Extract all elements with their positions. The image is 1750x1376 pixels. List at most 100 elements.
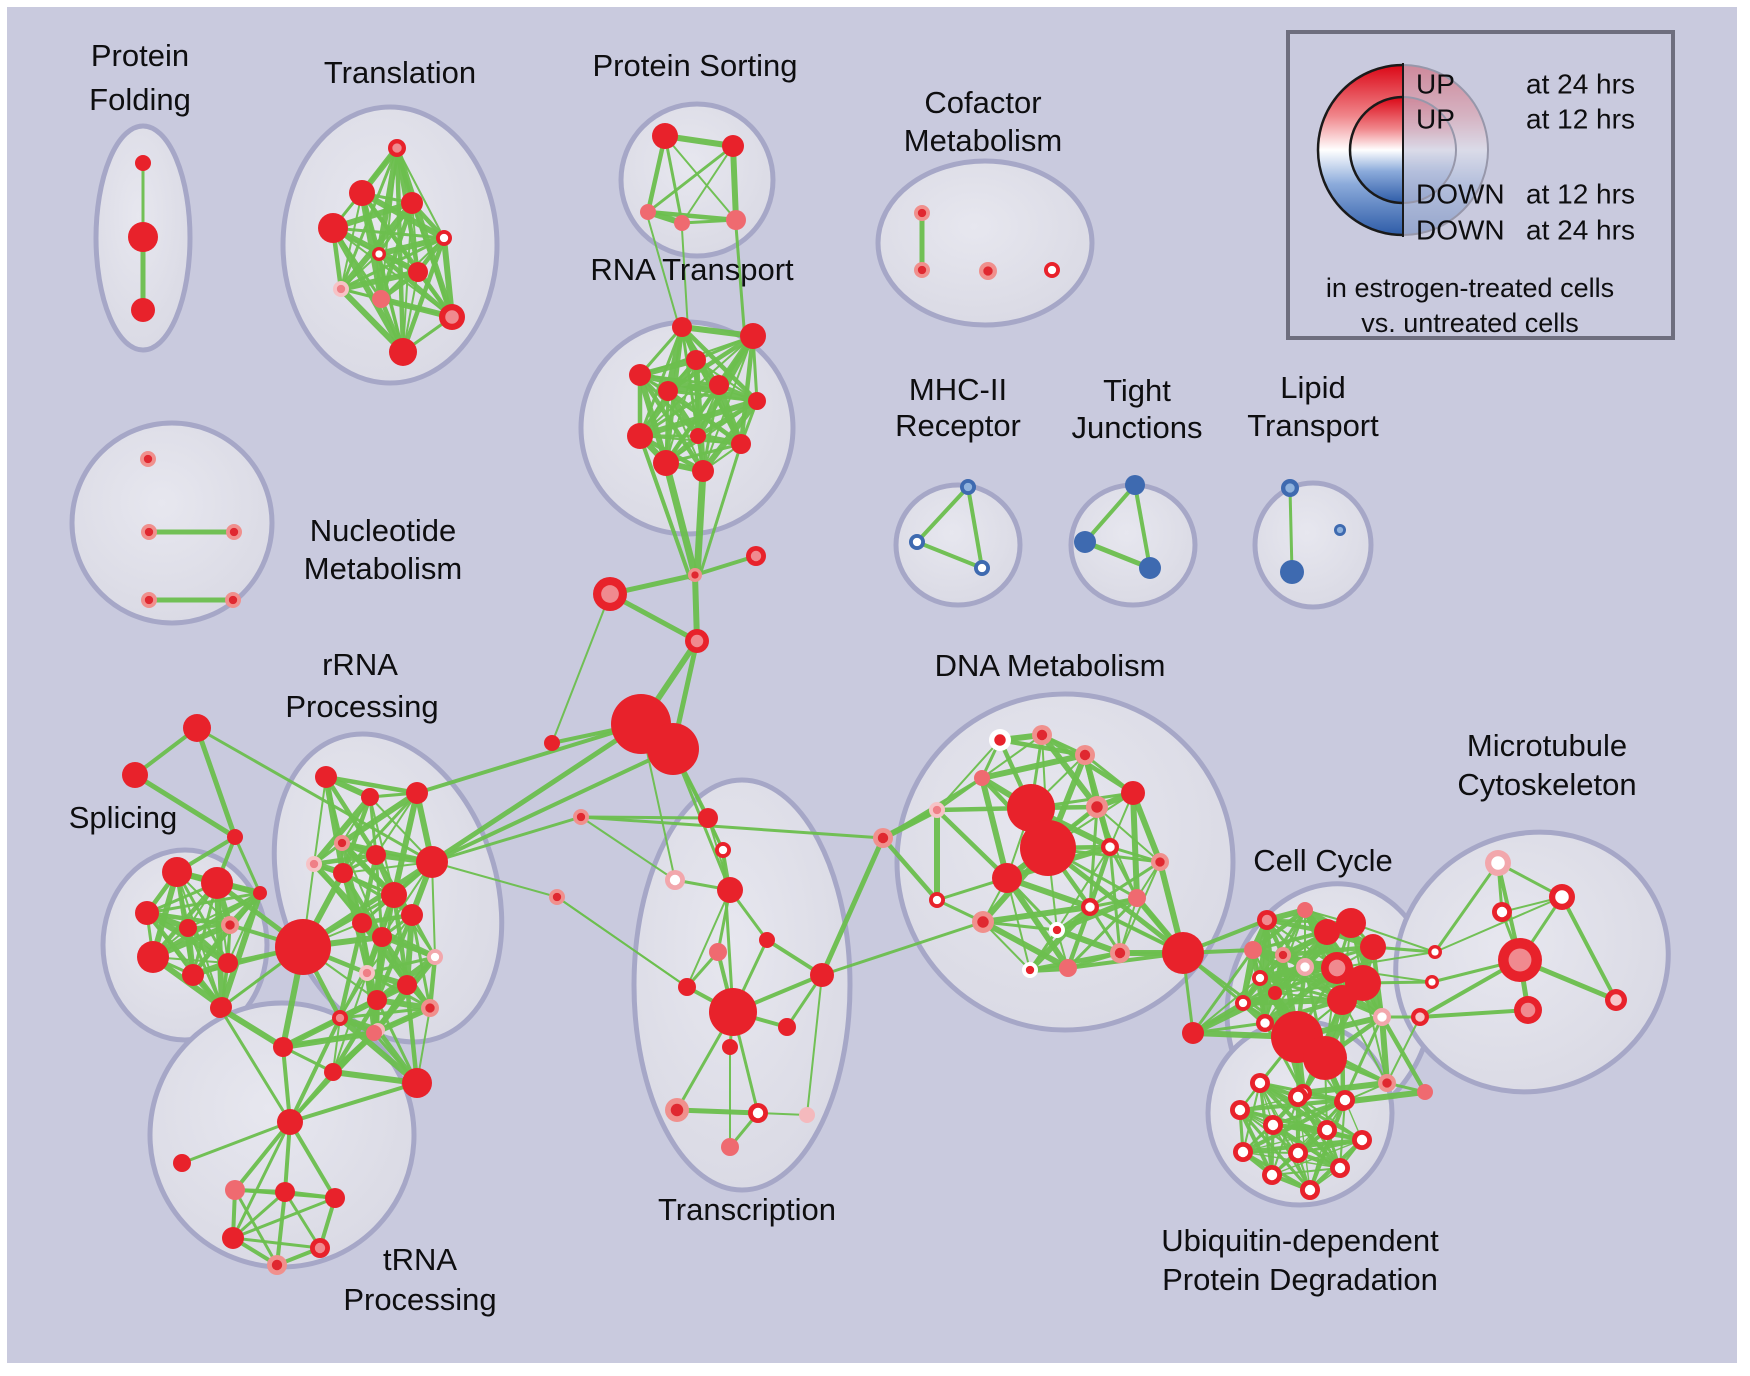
node-transcription-4[interactable] <box>549 889 565 905</box>
node-central-hub-4[interactable] <box>544 735 560 751</box>
node-rna-transport-1[interactable] <box>740 323 766 349</box>
node-rrna-processing-8[interactable] <box>352 913 372 933</box>
node-cell-cycle-19[interactable] <box>1378 1074 1396 1092</box>
node-microtubule-cytoskeleton-1[interactable] <box>1549 884 1575 910</box>
node-ubiquitin-degradation-2[interactable] <box>1335 1090 1355 1110</box>
node-rrna-processing-20[interactable] <box>210 998 230 1018</box>
node-transcription-11[interactable] <box>778 1018 796 1036</box>
node-translation-6[interactable] <box>408 262 428 282</box>
node-dna-metabolism-1[interactable] <box>1032 725 1052 745</box>
node-translation-1[interactable] <box>349 180 375 206</box>
node-splicing-triangle-0[interactable] <box>183 714 211 742</box>
node-trna-processing-4[interactable] <box>325 1188 345 1208</box>
node-cell-cycle-17[interactable] <box>1327 985 1357 1015</box>
node-microtubule-cytoskeleton-4[interactable] <box>1428 945 1442 959</box>
node-splicing-0[interactable] <box>162 857 192 887</box>
node-trna-processing-2[interactable] <box>225 1180 245 1200</box>
node-dna-metabolism-17[interactable] <box>1049 922 1065 938</box>
node-splicing-triangle-2[interactable] <box>227 829 243 845</box>
node-dna-metabolism-13[interactable] <box>929 892 945 908</box>
node-nucleotide-metabolism-3[interactable] <box>141 592 157 608</box>
node-dna-metabolism-16[interactable] <box>1128 889 1146 907</box>
node-nucleotide-metabolism-4[interactable] <box>225 592 241 608</box>
node-cofactor-metabolism-3[interactable] <box>1044 262 1060 278</box>
node-ubiquitin-degradation-1[interactable] <box>1288 1087 1308 1107</box>
node-rrna-processing-6[interactable] <box>366 845 386 865</box>
node-cell-cycle-8[interactable] <box>1321 952 1353 984</box>
node-cell-cycle-1[interactable] <box>1297 902 1313 918</box>
node-central-hub-6[interactable] <box>647 723 699 775</box>
node-trna-processing-6[interactable] <box>310 1238 330 1258</box>
node-transcription-7[interactable] <box>709 943 727 961</box>
node-splicing-triangle-1[interactable] <box>122 762 148 788</box>
node-central-hub-1[interactable] <box>746 546 766 566</box>
node-cofactor-metabolism-0[interactable] <box>914 205 930 221</box>
node-rrna-processing-9[interactable] <box>372 927 392 947</box>
node-microtubule-cytoskeleton-7[interactable] <box>1514 996 1542 1024</box>
node-ubiquitin-degradation-6[interactable] <box>1352 1130 1372 1150</box>
node-transcription-1[interactable] <box>715 842 731 858</box>
node-rna-transport-2[interactable] <box>686 350 706 370</box>
node-rrna-processing-17[interactable] <box>421 999 439 1017</box>
node-rrna-processing-10[interactable] <box>401 904 423 926</box>
node-cell-cycle-2[interactable] <box>1314 919 1340 945</box>
node-transcription-13[interactable] <box>665 1098 689 1122</box>
node-dna-metabolism-8[interactable] <box>1086 796 1108 818</box>
node-dna-metabolism-11[interactable] <box>1101 838 1119 856</box>
node-microtubule-cytoskeleton-2[interactable] <box>1492 902 1512 922</box>
node-transcription-16[interactable] <box>721 1138 739 1156</box>
node-cell-cycle-16[interactable] <box>1303 1036 1347 1080</box>
node-dna-metabolism-19[interactable] <box>1059 959 1077 977</box>
node-ubiquitin-degradation-0[interactable] <box>1250 1073 1270 1093</box>
node-rrna-processing-16[interactable] <box>367 990 387 1010</box>
node-trna-processing-5[interactable] <box>222 1227 244 1249</box>
node-cell-cycle-10[interactable] <box>1252 970 1268 986</box>
node-lipid-transport-1[interactable] <box>1280 560 1304 584</box>
node-protein-folding-1[interactable] <box>128 222 158 252</box>
node-dna-metabolism-12[interactable] <box>1151 853 1169 871</box>
node-transcription-0[interactable] <box>698 808 718 828</box>
node-translation-2[interactable] <box>401 192 423 214</box>
node-dna-metabolism-18[interactable] <box>1022 962 1038 978</box>
node-rrna-processing-14[interactable] <box>359 965 375 981</box>
node-trna-processing-3[interactable] <box>275 1182 295 1202</box>
node-cell-cycle-20[interactable] <box>1417 1084 1433 1100</box>
node-cell-cycle-12[interactable] <box>1235 995 1251 1011</box>
node-ubiquitin-degradation-10[interactable] <box>1262 1165 1282 1185</box>
node-transcription-9[interactable] <box>678 978 696 996</box>
node-translation-4[interactable] <box>436 230 452 246</box>
node-nucleotide-metabolism-1[interactable] <box>141 524 157 540</box>
node-ubiquitin-degradation-4[interactable] <box>1263 1115 1283 1135</box>
node-rrna-processing-11[interactable] <box>416 846 448 878</box>
node-microtubule-cytoskeleton-3[interactable] <box>1498 938 1542 982</box>
node-cell-cycle-14[interactable] <box>1182 1022 1204 1044</box>
node-cell-cycle-18[interactable] <box>1373 1008 1391 1026</box>
node-dna-metabolism-15[interactable] <box>1081 898 1099 916</box>
node-rrna-processing-21[interactable] <box>273 1037 293 1057</box>
node-translation-5[interactable] <box>372 247 386 261</box>
node-rrna-processing-5[interactable] <box>333 863 353 883</box>
node-rrna-processing-3[interactable] <box>334 835 350 851</box>
node-rrna-processing-15[interactable] <box>397 975 417 995</box>
node-translation-10[interactable] <box>389 338 417 366</box>
node-tight-junctions-0[interactable] <box>1125 475 1145 495</box>
node-dna-metabolism-0[interactable] <box>989 729 1011 751</box>
node-cell-cycle-5[interactable] <box>1244 941 1262 959</box>
node-dna-metabolism-9[interactable] <box>1121 781 1145 805</box>
node-nucleotide-metabolism-2[interactable] <box>226 524 242 540</box>
node-microtubule-cytoskeleton-8[interactable] <box>1605 989 1627 1011</box>
node-cell-cycle-0[interactable] <box>1257 910 1277 930</box>
node-dna-metabolism-20[interactable] <box>1110 943 1130 963</box>
node-protein-sorting-0[interactable] <box>652 123 678 149</box>
node-ubiquitin-degradation-11[interactable] <box>1300 1180 1320 1200</box>
node-translation-3[interactable] <box>318 213 348 243</box>
node-ubiquitin-degradation-5[interactable] <box>1317 1120 1337 1140</box>
node-dna-metabolism-4[interactable] <box>929 802 945 818</box>
node-protein-sorting-2[interactable] <box>640 204 656 220</box>
node-tight-junctions-2[interactable] <box>1139 557 1161 579</box>
node-splicing-6[interactable] <box>182 964 204 986</box>
node-trna-processing-0[interactable] <box>277 1109 303 1135</box>
node-central-hub-2[interactable] <box>593 577 627 611</box>
node-mhc-ii-receptor-1[interactable] <box>909 534 925 550</box>
node-splicing-7[interactable] <box>218 953 238 973</box>
